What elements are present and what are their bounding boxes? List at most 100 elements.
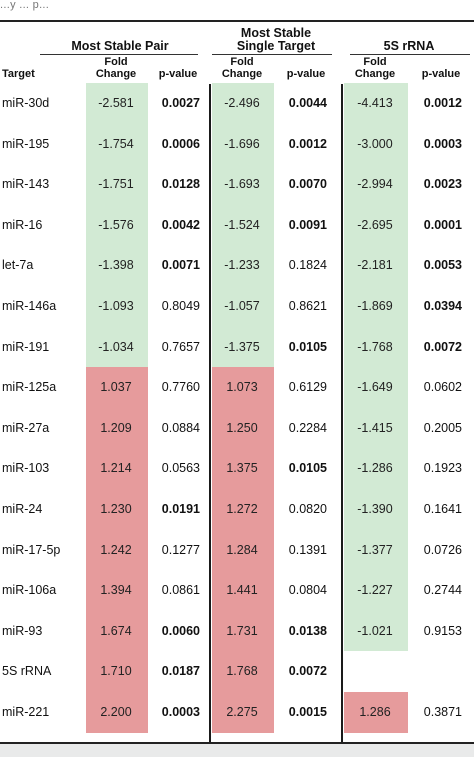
group-underline-rrna bbox=[350, 54, 470, 55]
cell-single-fold-change: 1.284 bbox=[226, 542, 258, 557]
cell-single-fold-change: 1.073 bbox=[226, 380, 258, 395]
column-divider-2 bbox=[341, 84, 343, 742]
cell-pair-pvalue: 0.0187 bbox=[161, 664, 200, 679]
table-row: miR-195 -1.754 0.0006 -1.696 0.0012 -3.000 0.0… bbox=[0, 124, 474, 165]
cell-rrna-fold-change: -1.227 bbox=[357, 583, 393, 598]
cell-single-fold-change: 2.275 bbox=[226, 705, 258, 719]
group-header-rrna: 5S rRNA bbox=[383, 39, 435, 53]
cell-rrna-pvalue: 0.0072 bbox=[423, 339, 462, 354]
cell-target: miR-106a bbox=[2, 583, 57, 598]
single-increase-band bbox=[212, 367, 274, 733]
cell-rrna-fold-change: -2.181 bbox=[357, 258, 393, 273]
cell-rrna-fold-change: -3.000 bbox=[357, 136, 393, 151]
cell-pair-fold-change: -1.034 bbox=[98, 339, 134, 354]
cell-rrna-pvalue: 0.0012 bbox=[423, 96, 462, 110]
cell-single-pvalue: 0.0105 bbox=[288, 339, 327, 354]
cell-pair-fold-change: -1.754 bbox=[98, 136, 134, 151]
cell-pair-fold-change: 1.037 bbox=[100, 380, 132, 395]
cell-single-fold-change: 1.731 bbox=[226, 623, 258, 638]
cell-rrna-pvalue bbox=[412, 651, 462, 692]
cell-pair-pvalue: 0.0027 bbox=[161, 96, 200, 110]
cell-single-pvalue: 0.0070 bbox=[288, 177, 327, 192]
table-row: miR-27a 1.209 0.0884 1.250 0.2284 -1.415 0.200… bbox=[0, 408, 474, 449]
cell-rrna-fold-change: -1.869 bbox=[357, 299, 393, 313]
cell-pair-pvalue: 0.0128 bbox=[161, 177, 200, 192]
cell-pair-pvalue: 0.0071 bbox=[161, 258, 200, 273]
pair-decrease-band bbox=[86, 83, 148, 367]
cell-single-fold-change: -1.524 bbox=[224, 217, 260, 232]
cell-target: miR-221 bbox=[2, 705, 50, 719]
cell-pair-pvalue: 0.0006 bbox=[161, 136, 200, 151]
pair-increase-band bbox=[86, 367, 148, 733]
cell-target: miR-143 bbox=[2, 177, 50, 192]
cell-rrna-fold-change: -2.695 bbox=[357, 217, 393, 232]
table-row: miR-191 -1.034 0.7657 -1.375 0.0105 -1.768 0.0… bbox=[0, 327, 474, 368]
cell-single-pvalue: 0.1391 bbox=[288, 542, 327, 557]
cell-target: miR-103 bbox=[2, 461, 50, 476]
cell-single-pvalue: 0.0804 bbox=[288, 583, 327, 598]
group-underline-single bbox=[212, 54, 332, 55]
cell-target: miR-17-5p bbox=[2, 542, 61, 557]
table-row: miR-146a -1.093 0.8049 -1.057 0.8621 -1.869 0.… bbox=[0, 286, 474, 327]
cell-pair-pvalue: 0.8049 bbox=[161, 299, 200, 313]
table-row: miR-106a 1.394 0.0861 1.441 0.0804 -1.227 0.27… bbox=[0, 570, 474, 611]
cell-single-fold-change: -1.375 bbox=[224, 339, 260, 354]
cell-pair-fold-change: 1.394 bbox=[100, 583, 132, 598]
cell-pair-pvalue: 0.0884 bbox=[161, 420, 200, 435]
column-header-rrna-pvalue: p-value bbox=[421, 68, 461, 80]
cell-rrna-fold-change: -2.994 bbox=[357, 177, 393, 192]
cell-pair-pvalue: 0.0191 bbox=[161, 502, 200, 516]
group-header-pair: Most Stable Pair bbox=[71, 39, 169, 53]
cell-rrna-pvalue: 0.2744 bbox=[423, 583, 462, 598]
cell-pair-fold-change: -1.576 bbox=[98, 217, 134, 232]
cell-rrna-fold-change: -1.286 bbox=[357, 461, 393, 476]
cell-rrna-pvalue: 0.2005 bbox=[423, 420, 462, 435]
cell-pair-pvalue: 0.0003 bbox=[161, 705, 200, 719]
single-decrease-band bbox=[212, 83, 274, 367]
cell-pair-fold-change: 2.200 bbox=[100, 705, 132, 719]
cell-single-pvalue: 0.0820 bbox=[288, 502, 327, 516]
cell-pair-fold-change: -1.751 bbox=[98, 177, 134, 192]
group-underline-pair bbox=[40, 54, 198, 55]
table-row: miR-30d -2.581 0.0027 -2.496 0.0044 -4.413 0.0… bbox=[0, 83, 474, 124]
cell-single-fold-change: 1.250 bbox=[226, 420, 258, 435]
cell-single-pvalue: 0.0044 bbox=[288, 96, 327, 110]
cell-single-pvalue: 0.0072 bbox=[288, 664, 327, 679]
cell-rrna-pvalue: 0.1641 bbox=[423, 502, 462, 516]
cell-rrna-fold-change: -1.377 bbox=[357, 542, 393, 557]
cell-pair-pvalue: 0.1277 bbox=[161, 542, 200, 557]
cell-target: 5S rRNA bbox=[2, 664, 52, 679]
column-header-pair-fold-line2: Change bbox=[95, 68, 137, 80]
group-header-single-line1: Most Stable bbox=[240, 26, 312, 40]
table-row: 5S rRNA 1.710 0.0187 1.768 0.0072 bbox=[0, 651, 474, 692]
cell-pair-fold-change: -1.398 bbox=[98, 258, 134, 273]
table-row: miR-93 1.674 0.0060 1.731 0.0138 -1.021 0.9153 bbox=[0, 611, 474, 652]
cell-target: miR-16 bbox=[2, 217, 43, 232]
cell-single-pvalue: 0.0015 bbox=[288, 705, 327, 719]
column-header-target: Target bbox=[2, 68, 35, 80]
column-header-single-pvalue: p-value bbox=[286, 68, 326, 80]
cell-target: let-7a bbox=[2, 258, 34, 273]
cell-single-fold-change: 1.375 bbox=[226, 461, 258, 476]
column-header-single-fold-line1: Fold bbox=[230, 56, 254, 68]
cell-rrna-fold-change bbox=[344, 651, 406, 692]
rrna-increase-band bbox=[344, 692, 408, 733]
cell-single-pvalue: 0.1824 bbox=[288, 258, 327, 273]
table-row: miR-221 2.200 0.0003 2.275 0.0015 1.286 0.3871 bbox=[0, 692, 474, 733]
cell-pair-pvalue: 0.0060 bbox=[161, 623, 200, 638]
cell-target: miR-24 bbox=[2, 502, 43, 516]
cell-target: miR-195 bbox=[2, 136, 50, 151]
cell-single-fold-change: -1.233 bbox=[224, 258, 260, 273]
column-divider-1 bbox=[209, 84, 211, 742]
cell-single-fold-change: -1.057 bbox=[224, 299, 260, 313]
cell-rrna-pvalue: 0.9153 bbox=[423, 623, 462, 638]
cell-rrna-pvalue: 0.0001 bbox=[423, 217, 462, 232]
table-row: miR-16 -1.576 0.0042 -1.524 0.0091 -2.695 0.00… bbox=[0, 205, 474, 246]
cell-single-fold-change: 1.441 bbox=[226, 583, 258, 598]
cell-pair-fold-change: 1.230 bbox=[100, 502, 132, 516]
cell-target: miR-191 bbox=[2, 339, 50, 354]
cell-pair-fold-change: 1.674 bbox=[100, 623, 132, 638]
column-header-rrna-fold-line1: Fold bbox=[363, 56, 387, 68]
column-header-pair-pvalue: p-value bbox=[158, 68, 198, 80]
cell-single-pvalue: 0.0091 bbox=[288, 217, 327, 232]
